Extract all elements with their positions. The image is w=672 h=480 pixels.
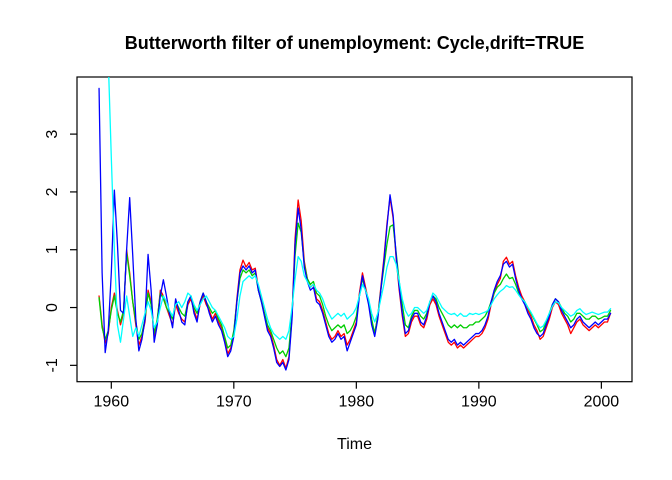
series-red-line [98,197,612,369]
series-blue-line [98,87,612,371]
x-tick-label: 2000 [584,394,620,411]
series-green-line [98,222,612,358]
chart-title: Butterworth filter of unemployment: Cycl… [124,33,585,53]
plot-frame [76,76,633,383]
x-axis-label: Time [337,436,372,453]
series-group [98,77,612,371]
x-tick-label: 1990 [461,394,497,411]
y-tick-label: -1 [44,358,61,372]
y-tick-label: 1 [44,245,61,254]
y-tick-label: 0 [44,303,61,312]
x-tick-label: 1970 [216,394,252,411]
series-cyan-line [108,77,612,343]
x-tick-label: 1980 [339,394,375,411]
x-tick-label: 1960 [94,394,130,411]
y-tick-label: 2 [44,187,61,196]
y-tick-label: 3 [44,130,61,139]
